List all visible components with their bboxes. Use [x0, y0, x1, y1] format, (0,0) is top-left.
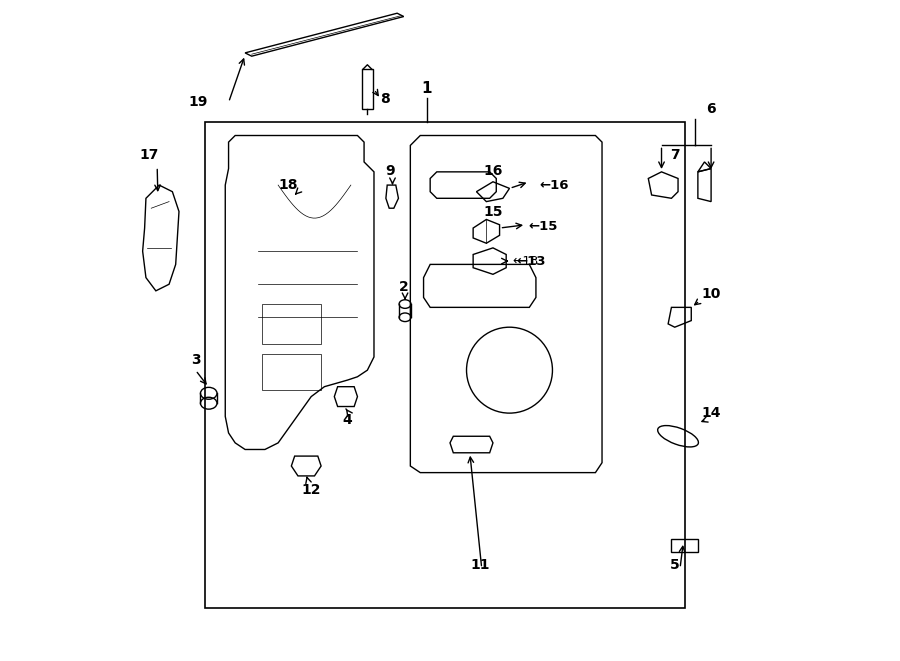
- Text: 3: 3: [191, 353, 201, 367]
- Text: 17: 17: [140, 148, 159, 162]
- Text: 9: 9: [386, 165, 395, 178]
- Text: 19: 19: [189, 95, 208, 110]
- Text: ←16: ←16: [0, 660, 1, 661]
- Text: 10: 10: [701, 287, 721, 301]
- Text: 6: 6: [706, 102, 716, 116]
- Text: ←15: ←15: [528, 219, 557, 233]
- Text: ←13: ←13: [516, 254, 545, 268]
- Text: ←13: ←13: [513, 254, 539, 268]
- Text: 11: 11: [470, 558, 490, 572]
- Text: 8: 8: [381, 92, 391, 106]
- Text: 15: 15: [483, 206, 503, 219]
- Text: 4: 4: [343, 413, 353, 427]
- Text: 1: 1: [421, 81, 432, 96]
- Bar: [262, 354, 321, 390]
- Text: ←16: ←16: [539, 178, 569, 192]
- Bar: [205, 122, 685, 608]
- Text: 5: 5: [670, 558, 680, 572]
- Text: 18: 18: [278, 178, 298, 192]
- Text: 2: 2: [399, 280, 409, 294]
- Text: 7: 7: [670, 148, 680, 162]
- Text: 12: 12: [302, 483, 321, 496]
- Text: 14: 14: [701, 406, 721, 420]
- Text: 16: 16: [483, 165, 503, 178]
- Bar: [262, 304, 321, 344]
